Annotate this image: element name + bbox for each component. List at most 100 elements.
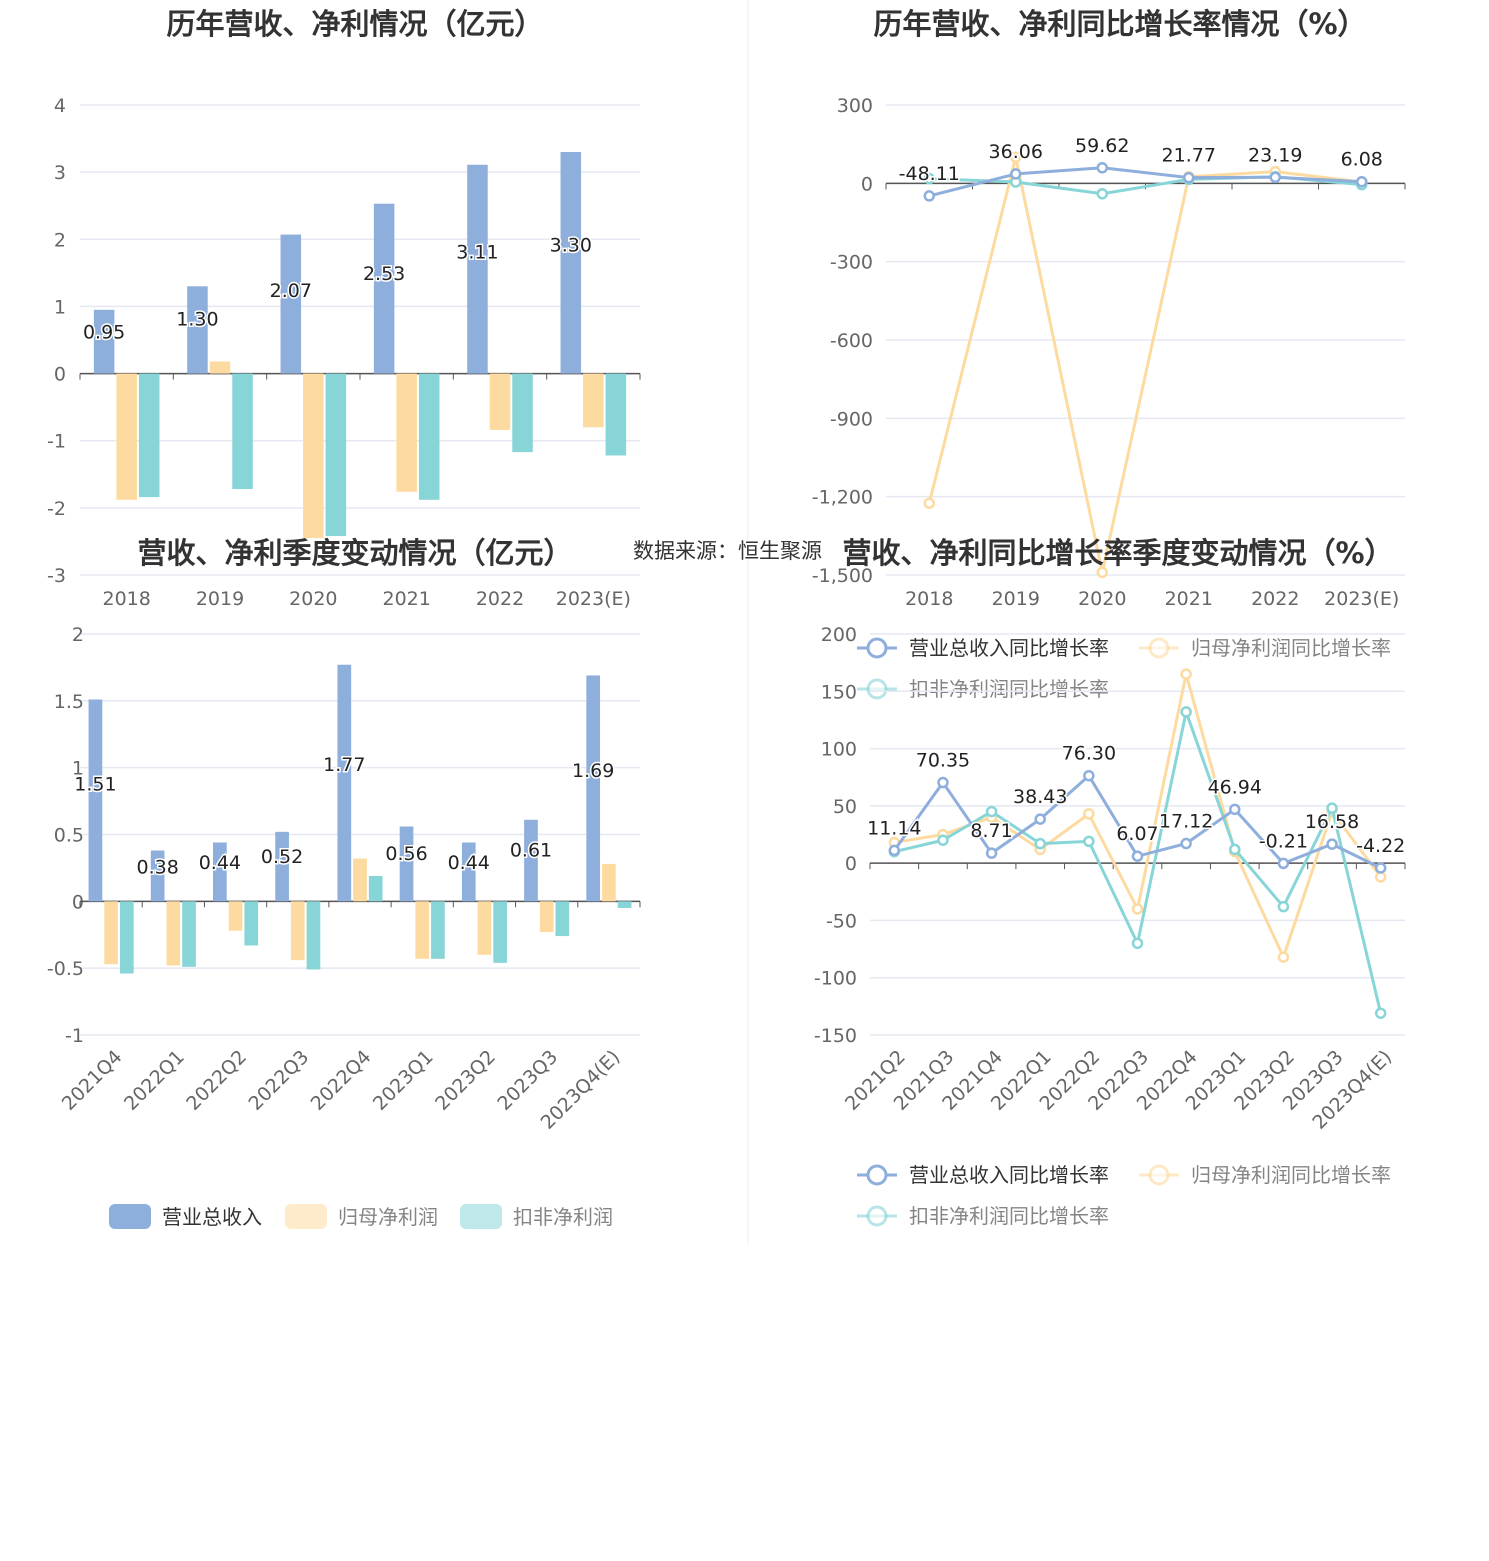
legend-marker-revenue[interactable] <box>866 637 888 659</box>
point-deducted-profit[interactable] <box>1374 1007 1387 1019</box>
bar-revenue[interactable] <box>524 819 538 902</box>
point-revenue[interactable] <box>1277 857 1290 870</box>
bar-deducted-profit[interactable] <box>493 901 507 963</box>
bar-revenue[interactable] <box>373 203 395 374</box>
point-revenue[interactable] <box>1183 171 1195 184</box>
legend-swatch-deducted-profit[interactable] <box>460 1204 502 1229</box>
bar-deducted-profit[interactable] <box>512 373 533 453</box>
legend-marker-net-profit[interactable] <box>1148 637 1170 659</box>
data-label-revenue: 0.56 <box>385 843 427 865</box>
x-tick-label: 2021 <box>382 588 430 610</box>
x-tick-label: 2019 <box>992 588 1040 610</box>
point-deducted-profit[interactable] <box>1180 706 1192 718</box>
bar-deducted-profit[interactable] <box>617 901 632 909</box>
point-revenue[interactable] <box>923 190 935 202</box>
bar-revenue[interactable] <box>187 286 208 374</box>
legend-swatch-revenue[interactable] <box>109 1204 151 1229</box>
point-deducted-profit[interactable] <box>1326 802 1338 814</box>
point-revenue[interactable] <box>1269 171 1281 184</box>
point-revenue[interactable] <box>888 844 901 857</box>
point-net-profit[interactable] <box>1010 151 1022 163</box>
point-deducted-profit[interactable] <box>1034 837 1046 850</box>
point-deducted-profit[interactable] <box>1131 937 1144 950</box>
bar-revenue[interactable] <box>213 842 227 902</box>
legend-marker-revenue[interactable] <box>866 1164 888 1186</box>
bar-net-profit[interactable] <box>396 373 417 492</box>
bar-deducted-profit[interactable] <box>368 875 383 902</box>
bar-net-profit[interactable] <box>209 361 231 374</box>
bar-deducted-profit[interactable] <box>138 373 160 498</box>
bar-revenue[interactable] <box>399 826 414 902</box>
bar-revenue[interactable] <box>467 164 488 374</box>
bar-net-profit[interactable] <box>415 901 430 959</box>
bar-deducted-profit[interactable] <box>431 901 445 959</box>
point-deducted-profit[interactable] <box>1277 900 1290 913</box>
line-revenue[interactable] <box>928 166 1362 198</box>
point-net-profit[interactable] <box>1180 668 1192 680</box>
bar-net-profit[interactable] <box>166 901 181 966</box>
bar-deducted-profit[interactable] <box>306 901 321 970</box>
bar-net-profit[interactable] <box>303 373 324 539</box>
point-revenue[interactable] <box>1034 813 1046 825</box>
point-revenue[interactable] <box>1083 769 1095 782</box>
bar-revenue[interactable] <box>586 675 601 902</box>
bar-deducted-profit[interactable] <box>119 901 134 974</box>
point-revenue[interactable] <box>1096 162 1108 174</box>
bar-deducted-profit[interactable] <box>182 901 196 967</box>
bar-revenue[interactable] <box>337 664 352 902</box>
point-net-profit[interactable] <box>1131 903 1144 915</box>
bar-deducted-profit[interactable] <box>555 901 570 937</box>
bar-revenue[interactable] <box>275 831 289 902</box>
point-net-profit[interactable] <box>923 497 935 509</box>
point-revenue[interactable] <box>1010 168 1022 180</box>
point-revenue[interactable] <box>1180 837 1192 850</box>
bar-revenue[interactable] <box>150 850 165 902</box>
bar-deducted-profit[interactable] <box>418 373 440 500</box>
bar-net-profit[interactable] <box>539 901 554 933</box>
point-deducted-profit[interactable] <box>923 172 935 185</box>
bar-net-profit[interactable] <box>353 858 367 902</box>
point-deducted-profit[interactable] <box>1083 835 1095 848</box>
point-revenue[interactable] <box>1229 803 1241 816</box>
bar-revenue[interactable] <box>280 234 302 374</box>
y-tick-label: -300 <box>830 252 873 274</box>
bar-revenue[interactable] <box>461 842 476 902</box>
bar-deducted-profit[interactable] <box>244 901 259 946</box>
point-revenue[interactable] <box>1356 175 1368 188</box>
point-revenue[interactable] <box>985 847 998 859</box>
point-deducted-profit[interactable] <box>937 834 949 846</box>
bar-net-profit[interactable] <box>290 901 305 961</box>
bar-deducted-profit[interactable] <box>232 373 253 490</box>
bar-net-profit[interactable] <box>583 373 604 428</box>
point-net-profit[interactable] <box>1374 871 1387 883</box>
bar-deducted-profit[interactable] <box>605 373 627 456</box>
bar-net-profit[interactable] <box>489 373 511 430</box>
bar-revenue[interactable] <box>560 152 582 374</box>
data-label-revenue-growth: 16.58 <box>1305 811 1359 833</box>
bar-net-profit[interactable] <box>116 373 137 500</box>
legend-marker-net-profit[interactable] <box>1148 1164 1170 1186</box>
data-label-revenue-growth: 17.12 <box>1159 811 1213 833</box>
legend-marker-deducted-profit[interactable] <box>866 1205 888 1227</box>
point-net-profit[interactable] <box>1277 951 1290 963</box>
bar-revenue[interactable] <box>88 699 103 902</box>
point-revenue[interactable] <box>1326 838 1338 850</box>
legend-marker-deducted-profit[interactable] <box>866 678 888 700</box>
point-deducted-profit[interactable] <box>985 805 998 818</box>
point-revenue[interactable] <box>1374 862 1387 874</box>
bar-net-profit[interactable] <box>104 901 118 965</box>
point-net-profit[interactable] <box>1083 808 1095 820</box>
legend-swatch-net-profit[interactable] <box>285 1204 327 1229</box>
point-revenue[interactable] <box>937 776 949 789</box>
bar-deducted-profit[interactable] <box>325 373 347 537</box>
bar-revenue[interactable] <box>93 309 115 374</box>
bar-net-profit[interactable] <box>477 901 492 955</box>
point-deducted-profit[interactable] <box>1096 188 1108 200</box>
bar-net-profit[interactable] <box>602 863 616 902</box>
data-label-revenue: 0.38 <box>136 856 178 878</box>
bar-net-profit[interactable] <box>228 901 243 931</box>
point-net-profit[interactable] <box>1096 566 1108 579</box>
line-net-profit[interactable] <box>927 155 1362 574</box>
point-revenue[interactable] <box>1131 850 1144 862</box>
point-deducted-profit[interactable] <box>1229 843 1241 856</box>
